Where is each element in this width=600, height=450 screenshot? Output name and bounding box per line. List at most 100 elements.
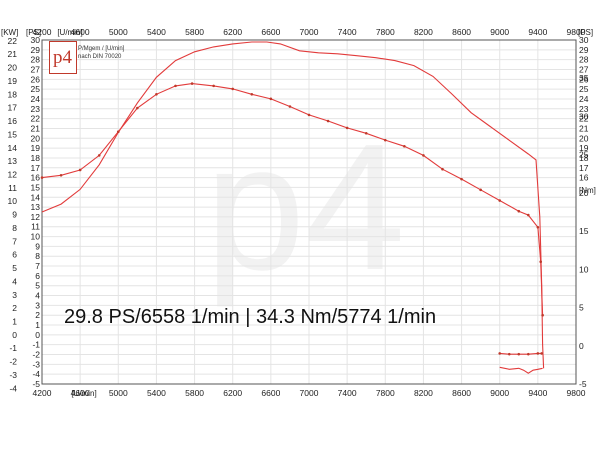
torque-point [536,352,540,355]
torque-point [498,352,502,355]
logo-line-2: nach DIN 70020 [78,54,122,60]
torque-point [269,97,273,101]
kw-tick-label: 20 [8,63,18,73]
x-axis-bottom: 4200 4600 5000 5400 5800 6200 6600 7000 7400 7800… [33,388,586,398]
x-tick-label-top: 4600 [71,27,90,37]
ps-tick-label: 15 [31,182,41,192]
x-tick-label-top: 9800 [567,27,586,37]
kw-unit-label: [KW] [1,28,18,37]
x-tick-label-top: 8200 [414,27,433,37]
torque-point [288,105,292,108]
ps-right-tick-label: 18 [579,153,589,163]
nm-tick-label: -5 [579,379,587,389]
torque-point [539,260,543,263]
kw-tick-label: -2 [9,357,17,367]
ps-tick-label: 26 [31,74,41,84]
ps-tick-label: 4 [35,291,40,301]
kw-tick-label: 19 [8,76,18,86]
kw-tick-label: 2 [12,303,17,313]
power-curve [499,366,543,374]
kw-tick-label: 12 [8,169,18,179]
ps-tick-label: -4 [32,369,40,379]
ps-right-tick-label: 26 [579,74,589,84]
ps-tick-label: 29 [31,45,41,55]
ps-tick-label: 6 [35,271,40,281]
x-unit-top: [U/min] [57,28,82,37]
torque-point [155,92,158,96]
ps-right-tick-label: 20 [579,133,589,143]
torque-point [59,174,63,177]
x-tick-label-top: 6200 [223,27,242,37]
nm-tick-label: 15 [579,226,589,236]
ps-tick-label: 23 [31,104,41,114]
ps-right-tick-label: 27 [579,64,589,74]
kw-tick-label: 17 [8,103,18,113]
ps-tick-label: 21 [31,123,41,133]
torque-point [326,119,330,123]
torque-point [540,352,543,355]
kw-tick-label: 9 [12,210,17,220]
x-unit-bottom: [U/min] [71,389,96,398]
x-tick-label-bottom: 9400 [528,388,547,398]
nm-tick-label: 20 [579,188,589,198]
kw-tick-label: 21 [8,49,18,59]
torque-point [116,130,120,134]
kw-tick-label: 22 [8,36,18,46]
ps-right-tick-label: 24 [579,94,589,104]
x-tick-label-bottom: 9800 [567,388,586,398]
peak-values-summary: 29.8 PS/6558 1/min | 34.3 Nm/5774 1/min [64,306,437,328]
ps-tick-label: -1 [32,340,40,350]
ps-right-tick-label: 23 [579,104,589,114]
ps-tick-label: 8 [35,251,40,261]
torque-point [174,84,177,88]
x-tick-label-top: 9400 [528,27,547,37]
ps-right-tick-label: 25 [579,84,589,94]
ps-right-tick-label: 22 [579,114,589,124]
kw-tick-label: 11 [8,183,17,193]
torque-curve [41,83,544,316]
kw-tick-label: -3 [9,370,17,380]
ps-right-tick-label: 28 [579,55,589,65]
torque-point [541,313,544,317]
nm-tick-label: 5 [579,303,584,313]
ps-tick-label: 13 [31,202,41,212]
ps-tick-label: 22 [31,114,41,124]
kw-tick-label: 4 [12,276,17,286]
torque-point [498,199,502,202]
ps-tick-label: 17 [31,163,41,173]
ps-tick-label: 2 [35,310,40,320]
ps-tick-label: 1 [35,320,40,330]
torque-point [78,168,82,172]
ps-tick-label: 14 [31,192,41,202]
nm-unit-label: [Nm] [579,186,596,195]
torque-point [479,188,482,192]
p4-logo: p4 [49,41,77,74]
x-tick-label-bottom: 6600 [261,388,280,398]
x-axis-top: 4200 4600 5000 5400 5800 6200 6600 7000 7400 7800… [33,27,586,37]
kw-tick-label: 6 [12,250,17,260]
torque-point [536,225,540,229]
torque-point [307,113,311,117]
ps-tick-label: -3 [32,359,40,369]
x-tick-label-top: 4200 [33,27,52,37]
ps-tick-label: -2 [32,350,40,360]
torque-point [364,131,368,135]
nm-tick-label: 10 [579,264,589,274]
kw-tick-label: 14 [8,143,18,153]
ps-tick-label: 11 [31,222,40,232]
torque-point [190,82,194,85]
torque-point [97,154,101,157]
kw-tick-label: 5 [12,263,17,273]
torque-point [460,177,463,181]
ps-unit-label-left: [PS] [26,28,41,37]
ps-right-tick-label: 16 [579,173,589,183]
ps-unit-label-right: [PS] [578,28,593,37]
kw-tick-label: 10 [8,196,18,206]
kw-tick-label: 7 [12,236,17,246]
ps-tick-label: 5 [35,281,40,291]
ps-tick-label: 24 [31,94,41,104]
torque-point [345,126,349,130]
x-tick-label-bottom: 5000 [109,388,128,398]
